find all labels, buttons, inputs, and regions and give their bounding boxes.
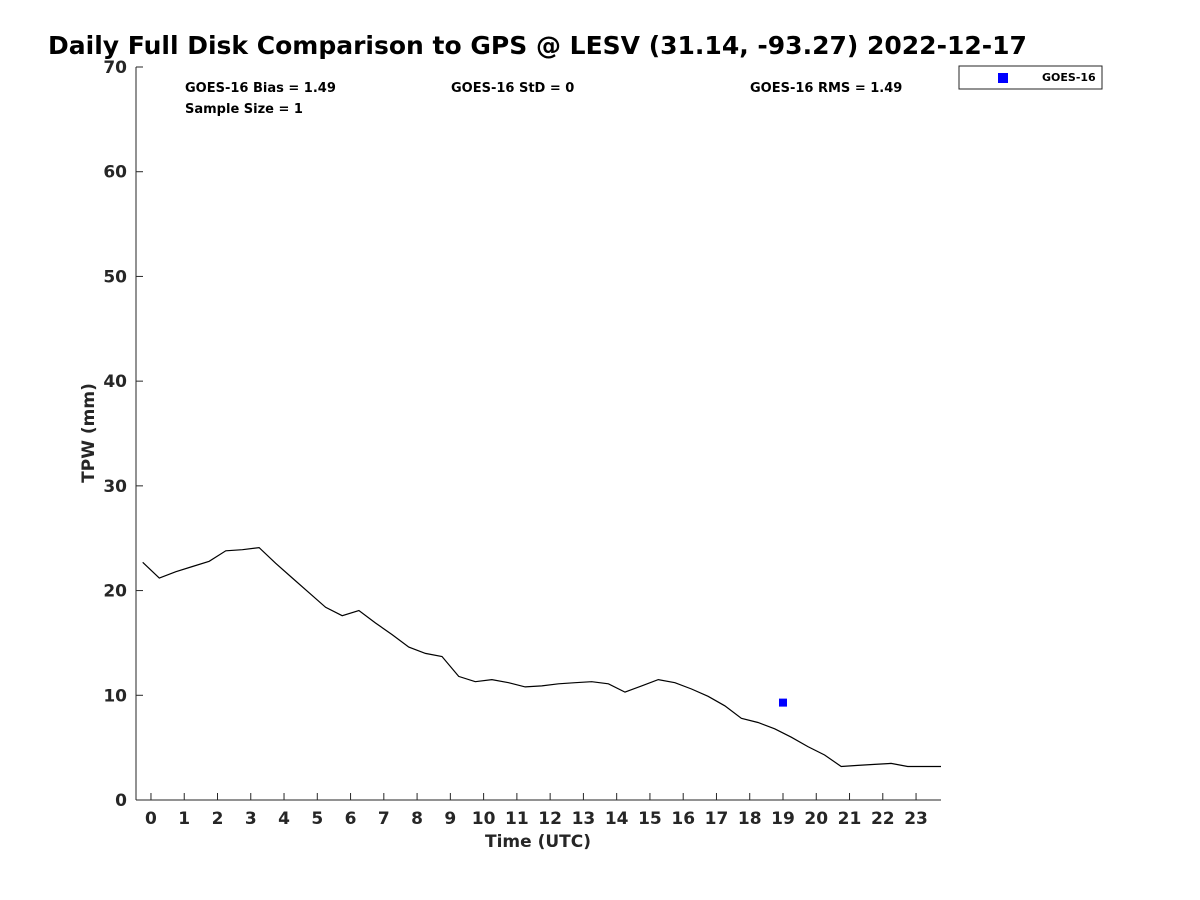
- legend: GOES-16: [958, 65, 1103, 90]
- y-ticks: 0 10 20 30 40 50 60 70: [103, 58, 143, 811]
- x-tick-label: 7: [378, 809, 390, 829]
- x-tick-label: 10: [472, 809, 496, 829]
- x-tick-label: 16: [671, 809, 695, 829]
- bias-stat: GOES-16 Bias = 1.49: [185, 81, 336, 96]
- x-ticks: 0 1 2 3 4 5 6 7 8 9 10 11 12 13 14 15 16 17 18 19 20 21 22 23: [145, 793, 928, 829]
- y-tick-label: 20: [103, 582, 127, 602]
- series-layer: [142, 546, 941, 768]
- x-tick-label: 2: [212, 809, 224, 829]
- gps-tpw-line: [142, 546, 941, 768]
- x-tick-label: 4: [278, 809, 290, 829]
- y-axis-label: TPW (mm): [79, 383, 99, 483]
- y-tick-label: 50: [103, 267, 127, 287]
- x-tick-label: 22: [871, 809, 895, 829]
- x-tick-label: 9: [444, 809, 456, 829]
- y-tick-label: 0: [115, 791, 127, 811]
- x-tick-label: 13: [572, 809, 596, 829]
- x-tick-label: 8: [411, 809, 423, 829]
- legend-box: [958, 65, 1103, 90]
- x-tick-label: 14: [605, 809, 629, 829]
- y-tick-label: 30: [103, 477, 127, 497]
- x-tick-label: 21: [838, 809, 862, 829]
- x-tick-label: 19: [771, 809, 795, 829]
- x-axis-label: Time (UTC): [485, 832, 591, 852]
- y-tick-label: 60: [103, 163, 127, 183]
- sample-size-stat: Sample Size = 1: [185, 102, 303, 117]
- legend-marker-goes16: [998, 73, 1008, 83]
- x-tick-label: 23: [904, 809, 928, 829]
- x-tick-label: 20: [804, 809, 828, 829]
- x-tick-label: 3: [245, 809, 257, 829]
- goes16-point: [778, 698, 787, 707]
- x-tick-label: 15: [638, 809, 662, 829]
- x-tick-label: 6: [345, 809, 357, 829]
- x-tick-label: 17: [705, 809, 729, 829]
- y-tick-label: 40: [103, 372, 127, 392]
- x-tick-label: 5: [311, 809, 323, 829]
- rms-stat: GOES-16 RMS = 1.49: [750, 81, 902, 96]
- chart-title: Daily Full Disk Comparison to GPS @ LESV…: [48, 31, 1027, 60]
- y-tick-label: 10: [103, 686, 127, 706]
- legend-label-goes16: GOES-16: [1042, 71, 1096, 84]
- std-stat: GOES-16 StD = 0: [451, 81, 574, 96]
- x-tick-label: 11: [505, 809, 529, 829]
- y-tick-label: 70: [103, 58, 127, 78]
- x-tick-label: 12: [538, 809, 562, 829]
- x-tick-label: 0: [145, 809, 157, 829]
- x-tick-label: 1: [178, 809, 190, 829]
- x-tick-label: 18: [738, 809, 762, 829]
